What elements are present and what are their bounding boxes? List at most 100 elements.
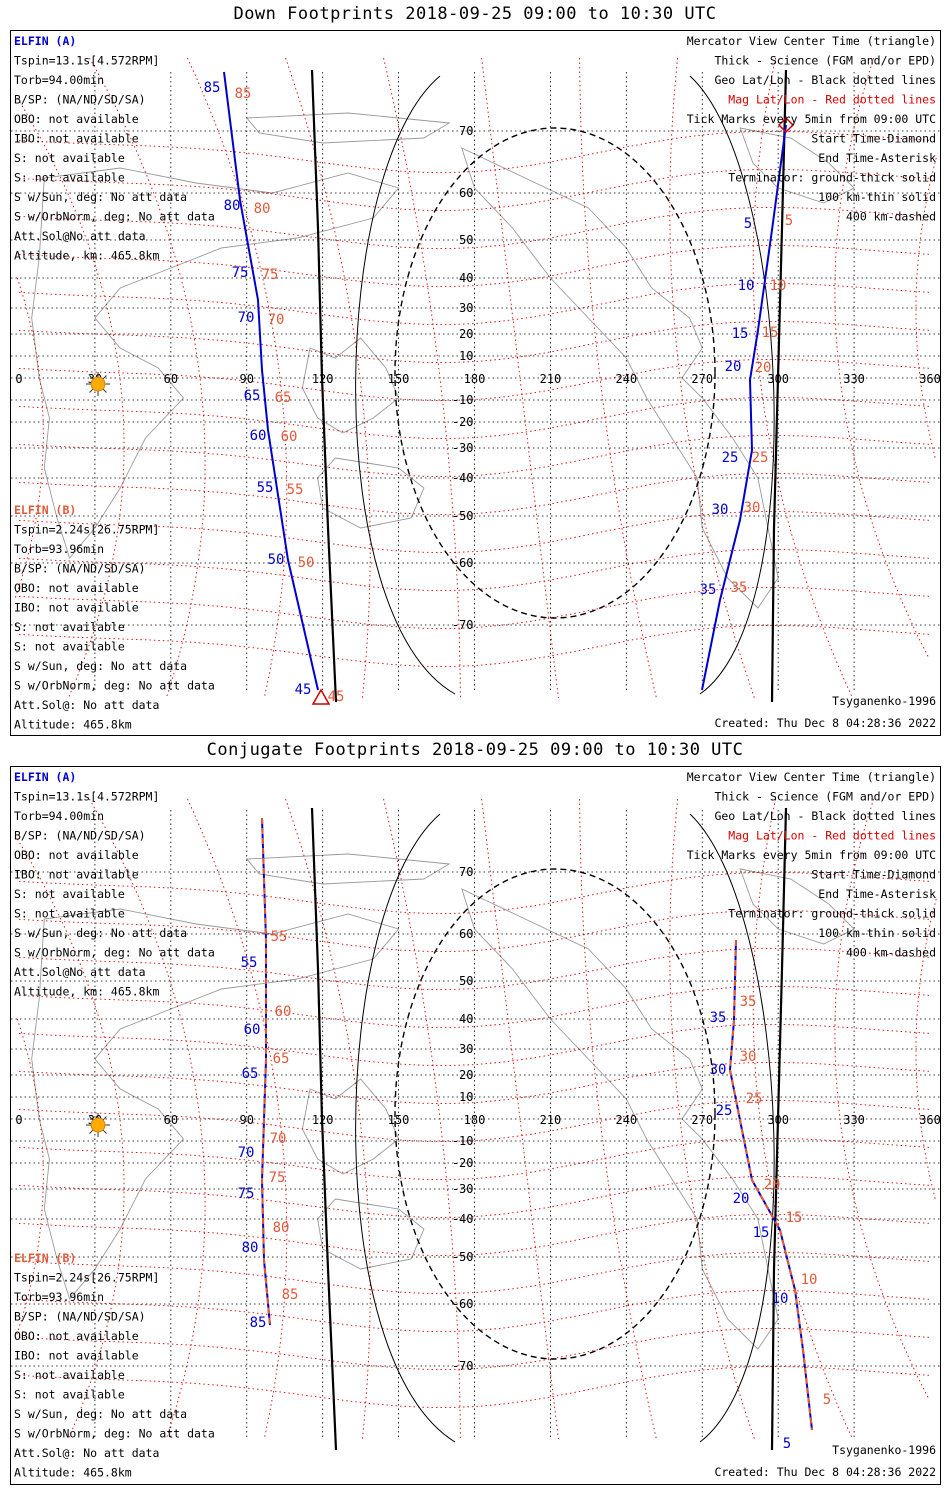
elfin-b-tick-label: 60 [275, 1004, 292, 1020]
mag-lon-line [383, 57, 461, 699]
lat-tick-label: -10 [452, 1134, 474, 1148]
elfin-a-info-line: Tspin=13.1s[4.572RPM] [14, 790, 159, 804]
terminator-400km-line [394, 868, 716, 1360]
mag-lat-line [18, 1137, 931, 1181]
mag-lon-line [915, 157, 937, 459]
geo-grid [11, 72, 940, 692]
elfin-a-tick-label: 50 [268, 552, 285, 568]
elfin-b-info-line: B/SP: (NA/ND/SD/SA) [14, 1310, 146, 1324]
elfin-b-tick-label: 65 [273, 1051, 290, 1067]
sun-disc [90, 1117, 106, 1133]
elfin-b-tick-label: 75 [262, 267, 279, 283]
elfin-b-info-line: S: not available [14, 620, 125, 634]
coastline [317, 457, 425, 529]
lat-tick-label: -50 [452, 509, 474, 523]
sun-ray [89, 388, 94, 393]
model-label: Tsyganenko-1996 [832, 694, 936, 708]
map-frame-conj: 0 30 60 90 120 150 180 210 240 270 300 330 360 70 60 50… [10, 766, 941, 1485]
elfin-b-info-line: OBO: not available [14, 1329, 139, 1343]
sun-ray [102, 1129, 107, 1134]
elfin-a-tick-label: 55 [257, 480, 274, 496]
elfin-a-tick-label: 60 [244, 1022, 261, 1038]
coastlines [31, 112, 855, 609]
terminator-100km-line [355, 813, 456, 1443]
legend-line: Tick Marks every 5min from 09:00 UTC [687, 848, 936, 862]
lon-tick-label: 300 [767, 372, 789, 386]
lon-tick-label: 90 [240, 372, 254, 386]
elfin-a-tick-label: 15 [732, 326, 749, 342]
lat-tick-label: -70 [452, 618, 474, 632]
legend-line: End Time-Asterisk [818, 887, 936, 901]
lat-tick-label: 30 [459, 1042, 473, 1056]
coastline [739, 127, 855, 204]
legend-line: Mercator View Center Time (triangle) [687, 770, 936, 784]
lat-tick-label: -60 [452, 556, 474, 570]
elfin-b-info-line: Tspin=2.24s[26.75RPM] [14, 1271, 159, 1285]
elfin-a-name: ELFIN (A) [14, 770, 76, 784]
coastline [31, 908, 400, 1300]
lat-tick-label: -30 [452, 441, 474, 455]
lon-tick-label: 210 [540, 372, 562, 386]
lat-tick-label: 50 [459, 233, 473, 247]
elfin-b-tick-label: 50 [298, 555, 315, 571]
lat-tick-label: 10 [459, 1090, 473, 1104]
lon-tick-label: 210 [540, 1113, 562, 1127]
elfin-b-tick-label: 35 [731, 580, 748, 596]
lat-tick-label: -20 [452, 1156, 474, 1170]
lat-tick-label: 30 [459, 301, 473, 315]
elfin-a-tick-label: 70 [238, 1145, 255, 1161]
elfin-a-tick-label: 25 [722, 450, 739, 466]
mag-lat-line [18, 282, 931, 326]
terminator-ground-line [310, 807, 338, 1451]
lon-tick-label: 150 [388, 1113, 410, 1127]
elfin-a-tick-label: 85 [250, 1315, 267, 1331]
elfin-b-name: ELFIN (B) [14, 1251, 76, 1265]
mag-lon-line [669, 798, 755, 1440]
elfin-b-tick-label: 55 [271, 929, 288, 945]
elfin-b-info-line: S w/OrbNorm, deg: No att data [14, 679, 215, 693]
elfin-a-info-line: Torb=94.00min [14, 809, 104, 823]
elfin-b-info-line: S: not available [14, 1368, 125, 1382]
lat-tick-label: -70 [452, 1359, 474, 1373]
tracks: 5560657075808535302520151055560657075808… [238, 817, 831, 1452]
elfin-b-tick-label: 55 [287, 482, 304, 498]
elfin-a-tick-label: 65 [242, 1066, 259, 1082]
elfin-a-tick-label: 20 [733, 1191, 750, 1207]
elfin-b-tick-label: 85 [282, 1287, 299, 1303]
elfin-b-tick-label: 5 [823, 1392, 831, 1408]
elfin-b-tick-label: 20 [764, 1177, 781, 1193]
elfin-a-tick-label: 65 [244, 388, 261, 404]
elfin-a-tick-label: 30 [712, 502, 729, 518]
elfin-a-info-line: S w/Sun, deg: No att data [14, 190, 187, 204]
terminator-100km-line [355, 75, 456, 695]
mag-lon-line [14, 277, 44, 599]
elfin-b-info-line: IBO: not available [14, 1349, 139, 1363]
mag-lon-line [17, 97, 125, 699]
elfin-a-tick-label: 85 [204, 80, 221, 96]
lon-tick-label: 300 [767, 1113, 789, 1127]
coastline [301, 337, 400, 434]
center-triangle-marker [311, 688, 331, 705]
elfin-b-tick-label: 30 [740, 1049, 757, 1065]
elfin-a-tick-label: 35 [710, 1010, 727, 1026]
elfin-a-track [701, 124, 787, 691]
lon-tick-label: 0 [15, 372, 22, 386]
elfin-a-name: ELFIN (A) [14, 34, 76, 48]
legend: Mercator View Center Time (triangle) Thic… [687, 770, 936, 1479]
elfin-a-info-line: S w/OrbNorm, deg: No att data [14, 210, 215, 224]
elfin-b-tick-label: 10 [770, 278, 787, 294]
mag-grid [14, 57, 937, 699]
elfin-b-info-line: Altitude: 465.8km [14, 1466, 132, 1480]
mag-lon-line [285, 798, 371, 1440]
elfin-b-track [260, 817, 271, 1326]
legend-line: 100 km-thin solid [818, 190, 936, 204]
lon-tick-label: 360 [919, 1113, 941, 1127]
sun-icon [86, 1113, 110, 1137]
mag-lon-line [915, 898, 937, 1200]
legend-line: Terminator: ground-thick solid [728, 907, 936, 921]
mag-lon-line [752, 798, 853, 1440]
mag-grid [14, 798, 937, 1440]
elfin-b-tick-label: 35 [740, 994, 757, 1010]
elfin-a-tick-label: 60 [250, 428, 267, 444]
elfin-b-info-line: S: not available [14, 640, 125, 654]
